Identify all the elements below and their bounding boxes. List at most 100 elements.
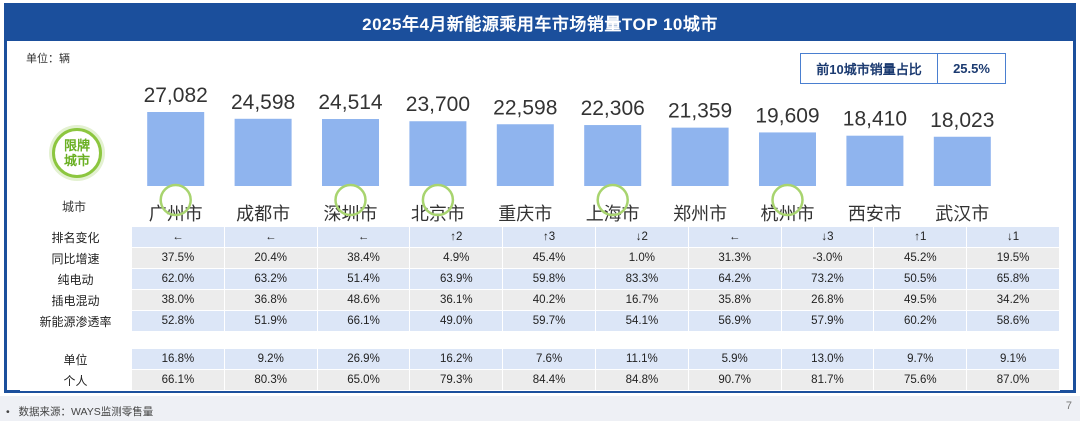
footnote-bullet: • [6, 406, 10, 418]
table-cell: 49.0% [410, 311, 504, 332]
table-cell: 84.8% [595, 370, 689, 391]
table-cell: 16.8% [132, 349, 225, 370]
restricted-marker-0 [159, 183, 192, 217]
table-cell: ← [132, 227, 225, 248]
badge-line1: 限牌 [63, 138, 90, 153]
table-row: 同比增速 37.5% 20.4% 38.4% 4.9% 45.4% 1.0% 31.3% -3.… [20, 248, 1060, 269]
table-cell: 9.2% [224, 349, 318, 370]
bar-2 [322, 119, 379, 186]
restricted-license-badge: 限牌 城市 [52, 128, 102, 178]
table-cell: 65.8% [967, 269, 1060, 290]
table-cell: 84.4% [503, 370, 596, 391]
city-label-1: 成都市 [236, 204, 290, 225]
restricted-marker-7 [771, 183, 804, 217]
table-cell: ← [317, 227, 411, 248]
bar-value-label-4: 22,598 [493, 96, 557, 119]
table-cell: 64.2% [688, 269, 782, 290]
bar-7 [759, 132, 816, 186]
table-cell: 75.6% [874, 370, 968, 391]
bar-value-label-9: 18,023 [930, 109, 994, 132]
table-cell: 63.2% [224, 269, 318, 290]
table-cell: 79.3% [410, 370, 504, 391]
row-label: 纯电动 [20, 269, 132, 290]
table-cell: ↓2 [595, 227, 689, 248]
table-cell: 34.2% [967, 290, 1060, 311]
restricted-marker-3 [421, 183, 455, 217]
bar-value-label-5: 22,306 [581, 97, 645, 120]
table-spacer [20, 332, 1060, 349]
table-cell: 58.6% [967, 311, 1060, 332]
table-cell: 48.6% [317, 290, 411, 311]
city-column-label: 城市 [62, 200, 87, 214]
table-cell: 62.0% [132, 269, 225, 290]
table-cell: 38.0% [132, 290, 225, 311]
top10-share-box: 前10城市销量占比 25.5% [800, 53, 1006, 84]
bar-3 [409, 121, 467, 186]
row-label: 单位 [20, 349, 132, 370]
table-cell: 81.7% [781, 370, 875, 391]
table-cell: -3.0% [781, 248, 875, 269]
table-cell: 51.9% [224, 311, 318, 332]
table-cell: 83.3% [595, 269, 689, 290]
table-cell: 36.8% [224, 290, 318, 311]
table-cell: 56.9% [688, 311, 782, 332]
table-cell: 40.2% [503, 290, 596, 311]
table-cell: 4.9% [410, 248, 504, 269]
bar-value-label-8: 18,410 [843, 108, 907, 131]
bar-value-label-6: 21,359 [668, 100, 732, 123]
bar-4 [496, 124, 554, 186]
table-cell: 38.4% [317, 248, 411, 269]
table-cell: 50.5% [874, 269, 968, 290]
table-cell: ↓1 [967, 227, 1060, 248]
table-cell: 16.2% [410, 349, 504, 370]
restricted-marker-2 [334, 183, 367, 217]
table-cell: ← [688, 227, 782, 248]
city-label-6: 郑州市 [673, 204, 727, 225]
bar-6 [671, 127, 729, 186]
table-cell: 66.1% [132, 370, 225, 391]
table-cell: 20.4% [224, 248, 318, 269]
table-row: 插电混动 38.0% 36.8% 48.6% 36.1% 40.2% 16.7% 35.8% 2… [20, 290, 1060, 311]
bar-value-label-1: 24,598 [231, 91, 295, 114]
table-cell: 31.3% [688, 248, 782, 269]
row-label: 插电混动 [20, 290, 132, 311]
table-cell: 66.1% [317, 311, 411, 332]
bar-5 [584, 125, 642, 186]
table-cell: ↓3 [781, 227, 875, 248]
data-source-text: 数据来源：WAYS监测零售量 [18, 406, 154, 418]
bar-value-label-0: 27,082 [144, 84, 208, 107]
table-cell: 59.8% [503, 269, 596, 290]
table-row: 纯电动 62.0% 63.2% 51.4% 63.9% 59.8% 83.3% 64.2% 73… [20, 269, 1060, 290]
table-cell: 51.4% [317, 269, 411, 290]
table-cell: 90.7% [688, 370, 782, 391]
bar-value-label-7: 19,609 [755, 104, 819, 127]
row-label: 排名变化 [20, 227, 132, 248]
top10-share-label: 前10城市销量占比 [801, 54, 938, 83]
table-row: 新能源渗透率 52.8% 51.9% 66.1% 49.0% 59.7% 54.1% 56.9… [20, 311, 1060, 332]
table-cell: 65.0% [317, 370, 411, 391]
sales-bar-chart: 27,082广州市24,598成都市24,514深圳市23,700北京市22,5… [144, 84, 995, 225]
table-cell: ↑3 [503, 227, 596, 248]
table-cell: 52.8% [132, 311, 225, 332]
table-cell: 87.0% [967, 370, 1060, 391]
table-row: 排名变化 ← ← ← ↑2 ↑3 ↓2 ← ↓3 ↑1 ↓1 [20, 227, 1060, 248]
bar-9 [933, 136, 991, 186]
city-label-9: 武汉市 [935, 204, 989, 225]
restricted-marker-5 [596, 183, 629, 217]
table-cell: 80.3% [224, 370, 318, 391]
table-cell: 54.1% [595, 311, 689, 332]
badge-line2: 城市 [63, 153, 90, 168]
footer-bar [0, 396, 1080, 421]
table-cell: 5.9% [688, 349, 782, 370]
table-cell: 49.5% [874, 290, 968, 311]
table-cell: 16.7% [595, 290, 689, 311]
bar-8 [846, 135, 904, 186]
bar-0 [147, 112, 205, 186]
bar-value-label-2: 24,514 [318, 91, 383, 114]
table-spacer-cell [20, 332, 1060, 349]
page-title: 2025年4月新能源乘用车市场销量TOP 10城市 [7, 3, 1073, 41]
unit-label: 单位：辆 [26, 53, 70, 65]
bar-value-label-3: 23,700 [406, 93, 470, 116]
data-source-note: • 数据来源：WAYS监测零售量 [6, 404, 153, 419]
city-label-8: 西安市 [848, 204, 902, 225]
